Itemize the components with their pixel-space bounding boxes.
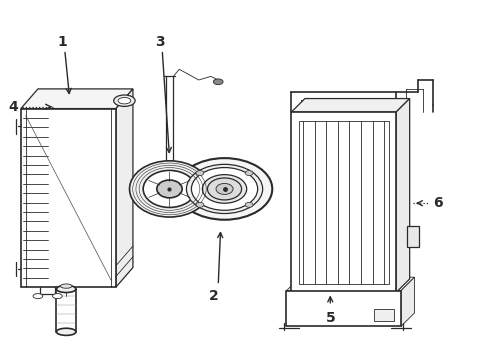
Polygon shape xyxy=(116,89,133,287)
Ellipse shape xyxy=(52,294,62,298)
Ellipse shape xyxy=(56,285,76,293)
Bar xyxy=(306,100,391,109)
Ellipse shape xyxy=(118,98,131,104)
Ellipse shape xyxy=(33,294,43,298)
Ellipse shape xyxy=(157,180,182,198)
Ellipse shape xyxy=(192,167,258,210)
Ellipse shape xyxy=(196,171,204,176)
Ellipse shape xyxy=(129,161,209,217)
Ellipse shape xyxy=(60,284,72,288)
Bar xyxy=(374,309,393,321)
Bar xyxy=(298,121,389,284)
Polygon shape xyxy=(291,99,410,112)
Ellipse shape xyxy=(207,178,242,200)
Bar xyxy=(287,291,401,327)
Polygon shape xyxy=(287,277,415,291)
Text: 4: 4 xyxy=(9,100,19,114)
Bar xyxy=(21,109,116,287)
Text: 1: 1 xyxy=(57,36,67,49)
Ellipse shape xyxy=(202,175,246,203)
Text: 3: 3 xyxy=(155,36,165,49)
Ellipse shape xyxy=(56,328,76,336)
Ellipse shape xyxy=(143,170,196,207)
Ellipse shape xyxy=(213,79,223,85)
Bar xyxy=(291,112,396,293)
Ellipse shape xyxy=(177,158,272,220)
Text: 6: 6 xyxy=(433,196,442,210)
Ellipse shape xyxy=(114,95,135,107)
Ellipse shape xyxy=(245,202,253,207)
Text: 2: 2 xyxy=(208,289,218,303)
Polygon shape xyxy=(401,277,415,327)
Ellipse shape xyxy=(186,165,263,213)
Polygon shape xyxy=(21,89,133,109)
Ellipse shape xyxy=(216,184,233,194)
Bar xyxy=(407,226,419,247)
Ellipse shape xyxy=(196,202,204,207)
Text: 5: 5 xyxy=(325,311,335,324)
Ellipse shape xyxy=(245,171,253,176)
Polygon shape xyxy=(396,99,410,293)
